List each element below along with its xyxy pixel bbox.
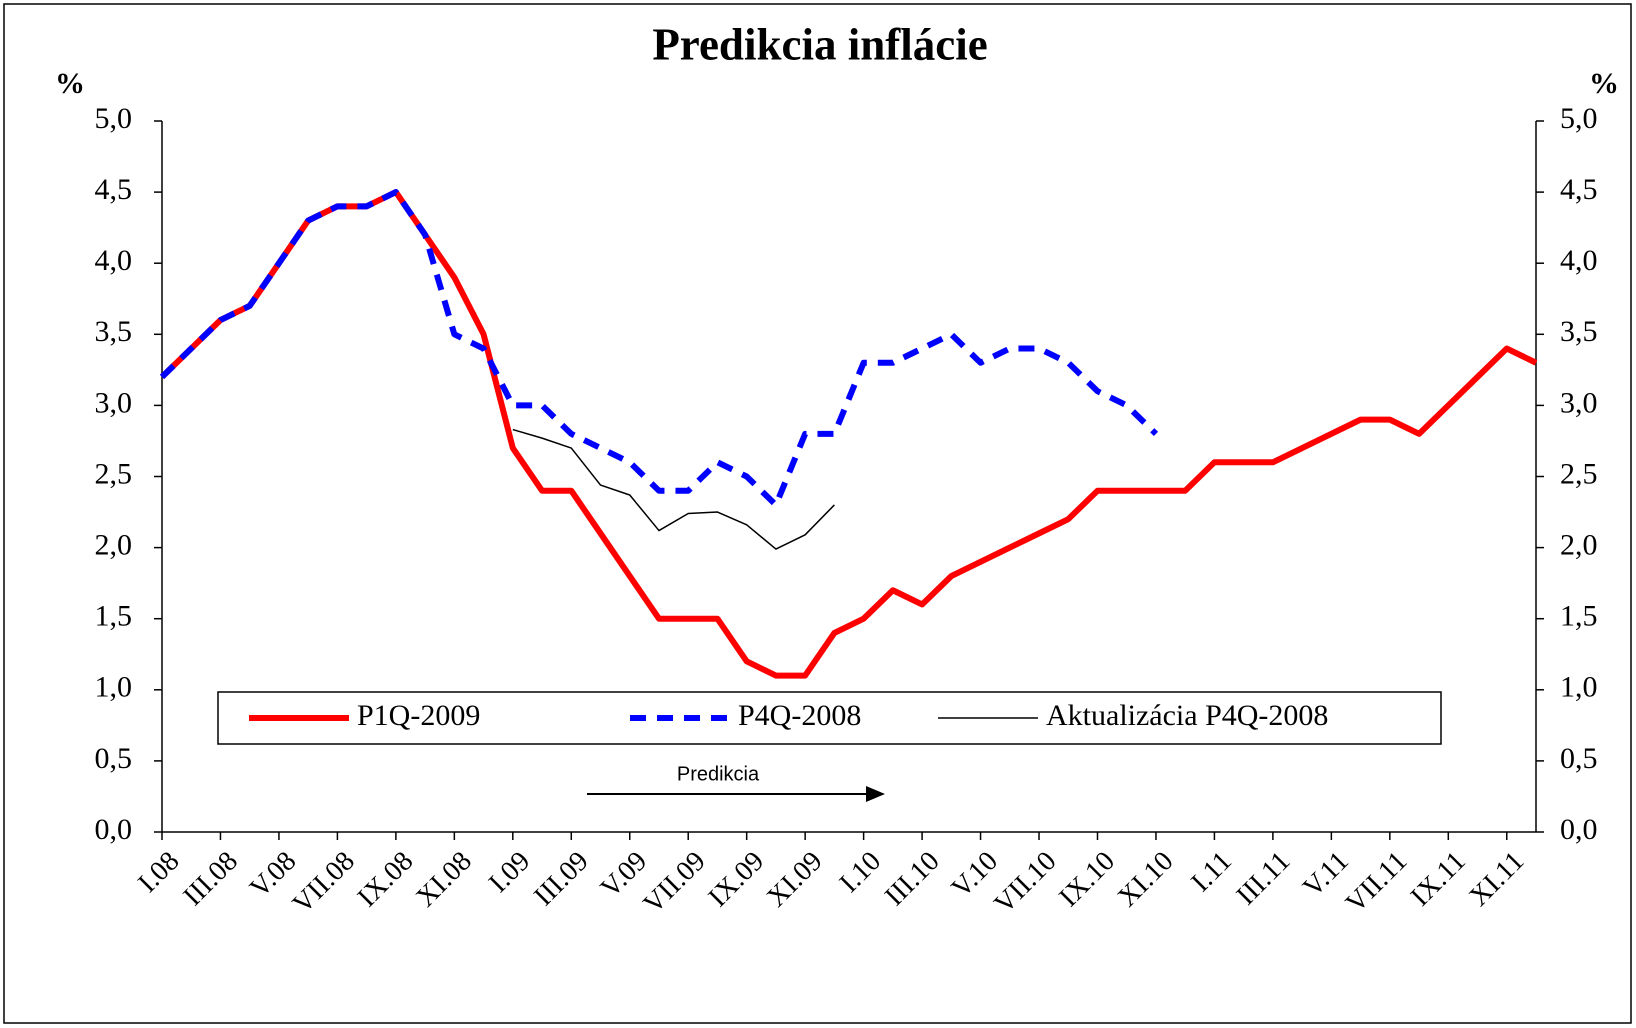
y-tick-label: 4,0 [95, 244, 133, 277]
y2-tick-label: 0,0 [1560, 813, 1598, 846]
annotation: Predikcia [677, 763, 760, 785]
legend-label: P1Q-2009 [357, 699, 480, 732]
y2-tick-label: 4,0 [1560, 244, 1598, 277]
legend-box [217, 691, 1442, 745]
y2-tick-label: 0,5 [1560, 742, 1598, 775]
chart-frame [3, 3, 1632, 1024]
y-tick-label: 5,0 [95, 102, 133, 135]
y-tick-label: 3,5 [95, 315, 133, 348]
y2-tick-label: 1,5 [1560, 600, 1598, 633]
y-tick-label: 2,5 [95, 457, 133, 490]
y2-tick-label: 3,0 [1560, 386, 1598, 419]
y-tick-label: 1,5 [95, 600, 133, 633]
y2-tick-label: 2,0 [1560, 528, 1598, 561]
y-tick-label: 4,5 [95, 173, 133, 206]
series-line [159, 189, 1159, 508]
y2-tick-label: 4,5 [1560, 173, 1598, 206]
arrow-head [866, 786, 885, 802]
y2-tick-label: 5,0 [1560, 102, 1598, 135]
y-tick-label: 0,0 [95, 813, 133, 846]
y-tick-label: 3,0 [95, 386, 133, 419]
y2-tick-label: 2,5 [1560, 457, 1598, 490]
y2-tick-label: 3,5 [1560, 315, 1598, 348]
y2-axis-label: % [1589, 67, 1619, 100]
y-axis-label: % [55, 67, 85, 100]
series-line [512, 428, 835, 550]
y-tick-label: 2,0 [95, 528, 133, 561]
chart-title: Predikcia inflácie [652, 19, 987, 69]
y2-tick-label: 1,0 [1560, 671, 1598, 704]
legend-label: Aktualizácia P4Q-2008 [1046, 699, 1328, 732]
y-tick-label: 0,5 [95, 742, 133, 775]
legend-label: P4Q-2008 [738, 699, 861, 732]
y-tick-label: 1,0 [95, 671, 133, 704]
